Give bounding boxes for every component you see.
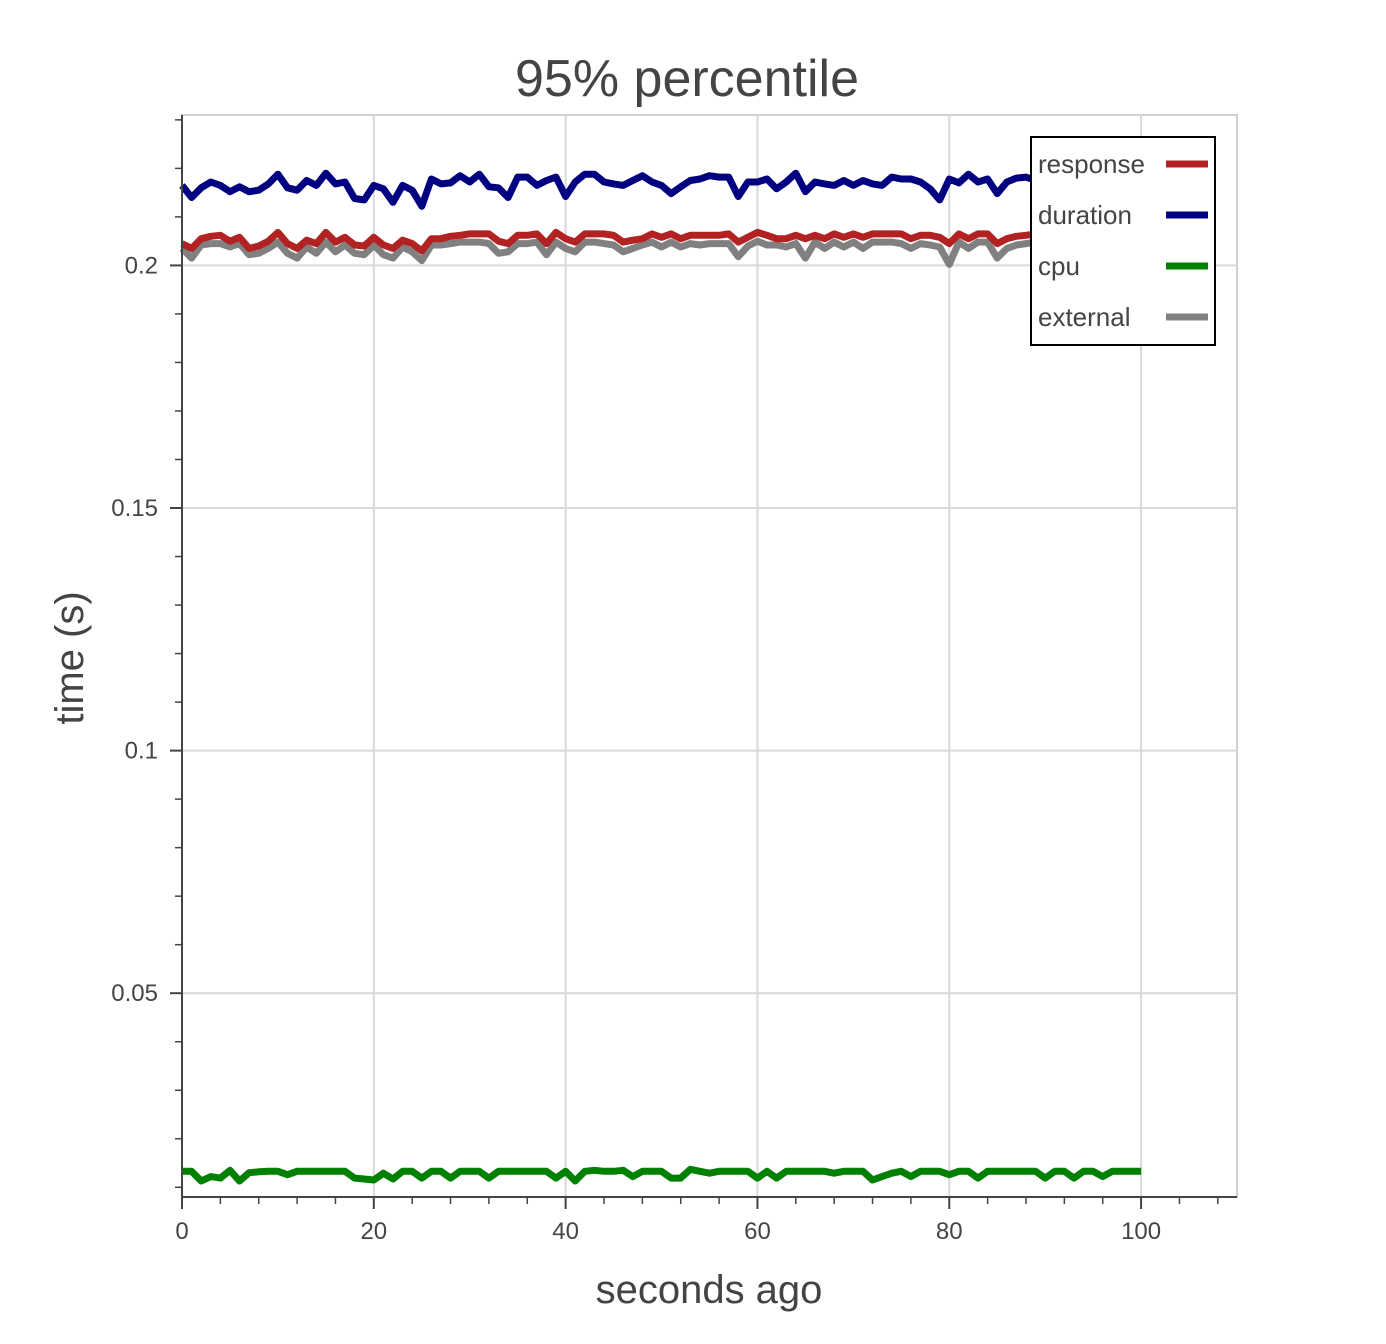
x-tick-label: 80 <box>936 1218 963 1245</box>
legend-items: response duration cpu external <box>1038 149 1208 332</box>
y-ticks: 0.05 0.1 0.15 0.2 <box>111 119 182 1189</box>
axes: 0 20 40 60 80 100 0.05 0.1 0.15 0.2 <box>111 115 1237 1245</box>
legend: response duration cpu external <box>1030 136 1216 346</box>
y-tick-label: 0.1 <box>125 738 158 765</box>
series-line-duration <box>179 169 1142 210</box>
legend-label-cpu: cpu <box>1038 251 1080 281</box>
legend-label-external: external <box>1038 302 1131 332</box>
y-tick-label: 0.05 <box>111 980 158 1007</box>
series-line-external <box>179 237 1142 268</box>
x-tick-label: 0 <box>175 1218 188 1245</box>
chart-title: 95% percentile <box>515 50 859 108</box>
legend-box <box>1030 136 1216 346</box>
legend-label-duration: duration <box>1038 200 1132 230</box>
series-line-cpu <box>182 1165 1142 1185</box>
x-axis-label: seconds ago <box>596 1268 823 1312</box>
y-axis-label: time (s) <box>48 591 92 724</box>
series-lines <box>179 169 1142 1185</box>
y-tick-label: 0.15 <box>111 495 158 522</box>
y-tick-label: 0.2 <box>125 252 158 279</box>
x-tick-label: 40 <box>552 1218 579 1245</box>
series-line-response <box>180 228 1142 255</box>
x-tick-label: 100 <box>1121 1218 1161 1245</box>
legend-label-response: response <box>1038 149 1145 179</box>
x-ticks: 0 20 40 60 80 100 <box>175 1197 1219 1245</box>
x-tick-label: 20 <box>360 1218 387 1245</box>
x-tick-label: 60 <box>744 1218 771 1245</box>
